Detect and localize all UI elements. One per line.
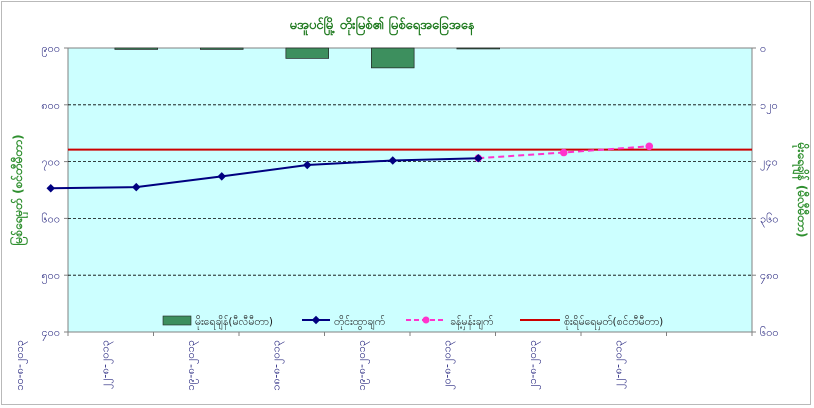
rainfall-bar xyxy=(285,47,329,59)
plot-area xyxy=(67,47,753,333)
right-tick-label: ၆၀၀ xyxy=(760,326,779,339)
rainfall-bar xyxy=(371,47,415,69)
chart-title: မအူပင်မြို့ တိုးမြစ်၏ မြစ်ရေအခြေအနေ xyxy=(289,15,475,36)
rainfall-bar xyxy=(456,47,500,50)
left-tick-label: ၅၀၀ xyxy=(41,269,60,284)
right-tick-label: ၄၈၀ xyxy=(760,269,779,284)
legend-observed-label: တိုင်းထွာချက် xyxy=(334,315,385,330)
legend-bar-swatch xyxy=(162,315,192,326)
left-tick-label: ၈၀၀ xyxy=(41,99,60,112)
right-tick-label: ၁၂၀ xyxy=(760,99,778,114)
x-tick-label: ၂၂-၈-၂၀၁၃ xyxy=(98,340,113,389)
forecast-point xyxy=(559,148,568,157)
x-tick-label: ၂၁-၈-၂၀၁၃ xyxy=(526,340,541,390)
gridlines xyxy=(68,104,752,276)
legend-forecast-label: ခန့်မှန်းချက် xyxy=(450,315,493,330)
legend: မိုးရေချိန်(မီလီမီတာ) တိုင်းထွာချက် ခန့်… xyxy=(162,315,663,330)
legend-observed-marker xyxy=(311,315,321,325)
observed-line xyxy=(50,157,479,190)
right-tick-label: ၃၆၀ xyxy=(760,212,779,227)
left-tick-label: ၉၀၀ xyxy=(41,42,60,57)
observed-point xyxy=(388,156,397,165)
right-tick-label: ၂၄၀ xyxy=(760,156,778,171)
rainfall-bar xyxy=(114,47,158,50)
x-tick-label: ၁၉-၈-၂၀၁၃ xyxy=(184,340,199,391)
left-tick-label: ၄၀၀ xyxy=(41,326,60,341)
series-lines xyxy=(46,142,654,193)
observed-point xyxy=(46,184,55,193)
x-tick-label: ၁၈-၈-၂၀၁၃ xyxy=(269,340,284,391)
legend-danger-label: စိုးရိမ်ရေမှတ်(စင်တီမီတာ) xyxy=(564,315,663,330)
x-tick-label: ၁၉-၈-၂၀၁၃ xyxy=(355,340,370,391)
observed-point xyxy=(474,153,483,163)
left-axis-label: မြစ်ရေမှတ် (စင်တီမီတာ) xyxy=(8,134,29,245)
legend-forecast-marker xyxy=(422,316,430,324)
right-axis-label: မိုးရေချိန် (မီလီမီတာ) xyxy=(791,142,811,238)
x-tick-label: ၁၀-၈-၂၀၁၃ xyxy=(13,340,28,391)
rainfall-bars xyxy=(114,47,500,69)
legend-bar-label: မိုးရေချိန်(မီလီမီတာ) xyxy=(195,315,273,330)
left-tick-label: ၆၀၀ xyxy=(41,212,60,225)
rainfall-bar xyxy=(200,47,244,50)
observed-point xyxy=(217,172,226,181)
x-tick-label: ၂၀-၈-၂၀၁၃ xyxy=(440,340,455,390)
x-axis-ticks: ၁၀-၈-၂၀၁၃ ၂၂-၈-၂၀၁၃ ၁၉-၈-၂၀၁၃ ၁၈-၈-၂၀၁၃ ၁၉-၈… xyxy=(13,332,753,391)
observed-point xyxy=(132,182,141,192)
x-tick-label: ၂၂-၈-၂၀၁၃ xyxy=(611,340,626,389)
observed-point xyxy=(303,160,312,170)
right-tick-label: ၀ xyxy=(760,42,766,55)
left-tick-label: ၇၀၀ xyxy=(41,156,60,171)
forecast-point xyxy=(645,142,654,151)
